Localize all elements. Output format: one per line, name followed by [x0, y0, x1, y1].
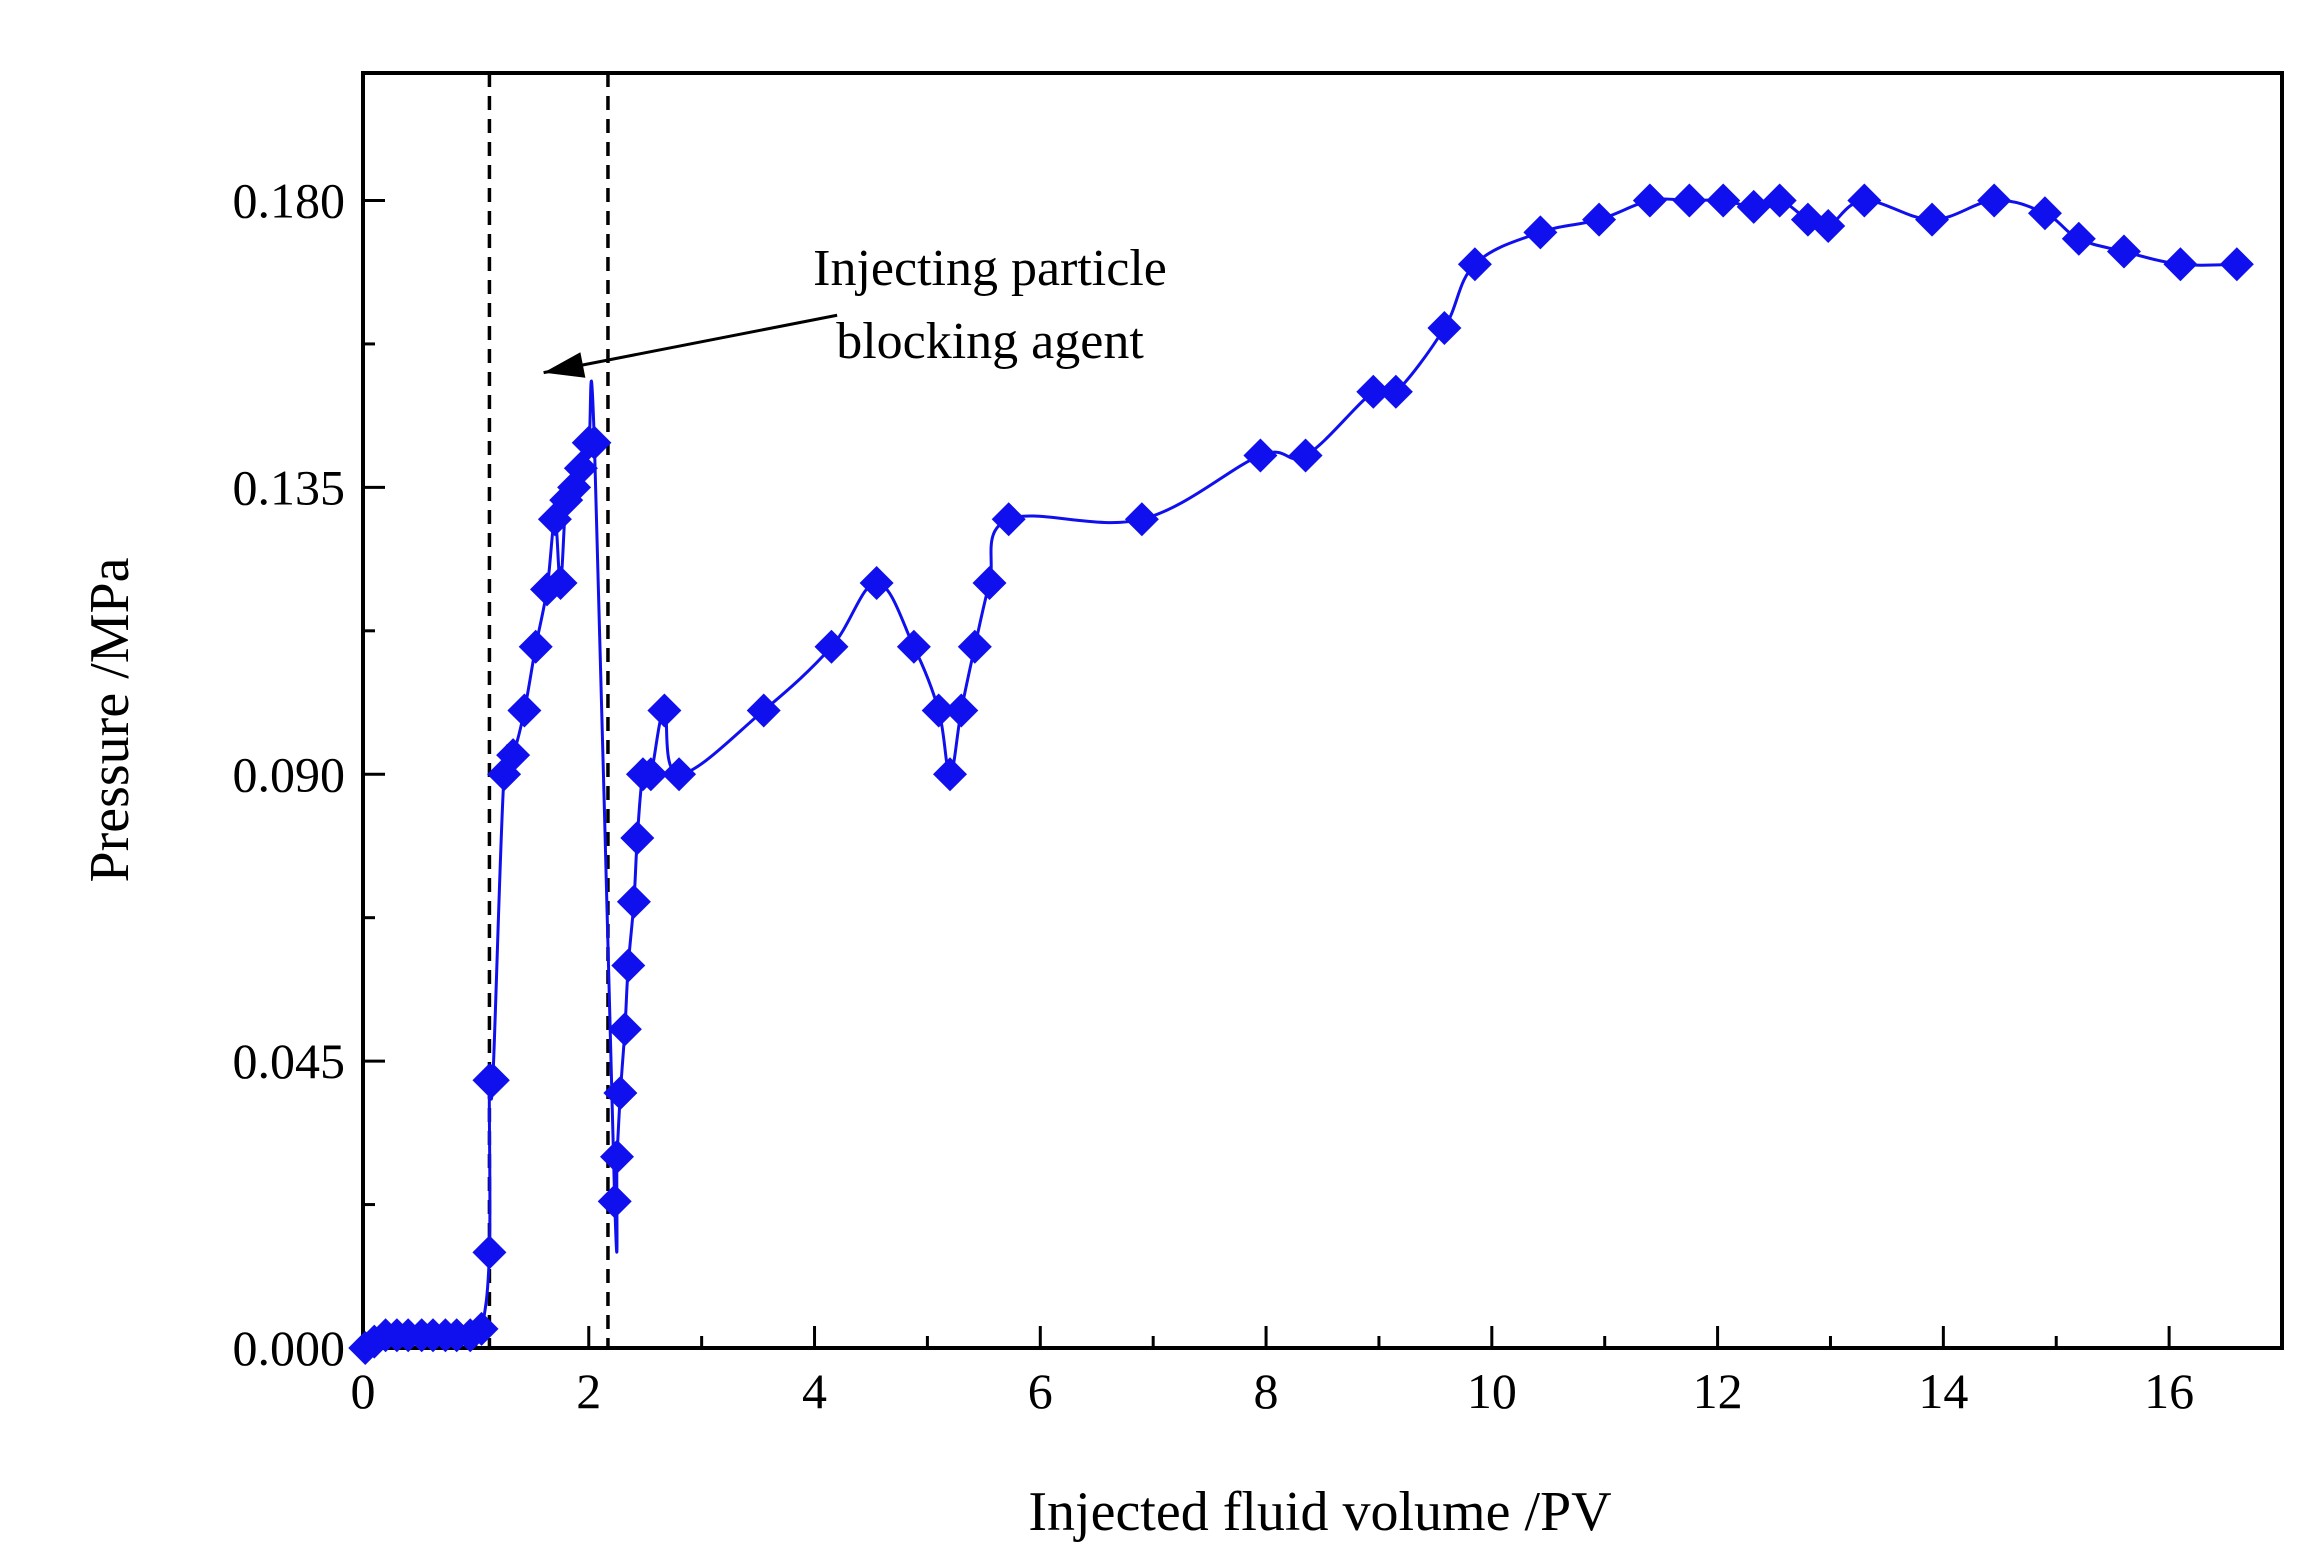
- data-point: [647, 693, 682, 728]
- data-point: [2219, 247, 2254, 282]
- plot-frame: [361, 71, 2284, 1350]
- data-point: [616, 884, 651, 919]
- data-point: [944, 693, 979, 728]
- y-tick-label: 0.090: [233, 746, 346, 802]
- data-point: [577, 425, 612, 460]
- data-point: [563, 451, 598, 486]
- data-point: [507, 693, 542, 728]
- data-point: [464, 1311, 499, 1346]
- data-point: [1243, 438, 1278, 473]
- data-point: [1811, 209, 1846, 243]
- x-tick-label: 10: [1467, 1363, 1517, 1419]
- data-point: [1457, 247, 1492, 282]
- data-point: [2027, 196, 2062, 231]
- data-point: [1706, 183, 1741, 218]
- data-point: [543, 566, 578, 600]
- data-point: [518, 629, 553, 664]
- data-point: [972, 566, 1007, 600]
- data-point: [472, 1235, 507, 1270]
- data-point: [1523, 215, 1558, 250]
- data-point: [814, 629, 849, 664]
- data-point: [633, 757, 668, 792]
- data-point: [496, 738, 531, 773]
- data-point: [599, 1139, 634, 1174]
- y-axis-title: Pressure /MPa: [79, 557, 141, 882]
- x-tick-label: 6: [1028, 1363, 1053, 1419]
- data-point: [1582, 202, 1617, 237]
- y-tick-label: 0.135: [233, 459, 346, 515]
- data-point: [603, 1076, 638, 1110]
- x-tick-label: 4: [802, 1363, 827, 1419]
- annotation-arrow-head: [543, 352, 586, 378]
- data-point: [1427, 311, 1462, 345]
- data-point: [597, 1184, 632, 1219]
- axes: 0 2 4 6 8 10 12 14 16 0.000 0.045 0.090 0.135 0.180: [233, 71, 2284, 1419]
- data-point: [1378, 374, 1413, 409]
- annotation-line-2: blocking agent: [836, 313, 1144, 370]
- data-point: [2061, 221, 2096, 256]
- data-point: [1762, 183, 1797, 218]
- y-tick-label: 0.000: [233, 1320, 346, 1376]
- reference-lines: [487, 73, 610, 1348]
- x-tick-label: 14: [1918, 1363, 1968, 1419]
- data-point: [991, 502, 1026, 537]
- data-point: [475, 1063, 510, 1098]
- data-point: [1288, 438, 1323, 473]
- x-tick-label: 8: [1254, 1363, 1279, 1419]
- data-point: [2163, 247, 2198, 282]
- x-tick-label: 2: [576, 1363, 601, 1419]
- data-point: [1672, 183, 1707, 218]
- data-point: [1356, 374, 1391, 409]
- series-layer: [348, 183, 2254, 1365]
- data-point: [620, 821, 655, 855]
- x-tick-label: 12: [1693, 1363, 1743, 1419]
- data-point: [746, 693, 781, 728]
- data-point: [1632, 183, 1667, 218]
- data-point: [662, 757, 697, 792]
- x-axis-title: Injected fluid volume /PV: [1028, 1481, 1611, 1543]
- data-point: [1847, 183, 1882, 218]
- data-point: [487, 757, 522, 792]
- data-point: [921, 693, 956, 728]
- data-point: [1915, 202, 1950, 237]
- x-tick-label: 0: [351, 1363, 376, 1419]
- annotation-arrow-line: [543, 313, 838, 375]
- data-point: [2106, 234, 2141, 269]
- annotation-line-1: Injecting particle: [813, 240, 1167, 297]
- x-tick-label: 16: [2144, 1363, 2194, 1419]
- data-point: [859, 566, 894, 600]
- y-tick-label: 0.180: [233, 173, 346, 229]
- data-point: [896, 629, 931, 664]
- data-point: [932, 757, 967, 792]
- y-tick-label: 0.045: [233, 1033, 346, 1089]
- data-point: [611, 948, 646, 983]
- data-point: [957, 629, 992, 664]
- annotation: Injecting particle blocking agent: [543, 240, 1167, 378]
- data-point: [1977, 183, 2012, 218]
- data-point: [1736, 189, 1771, 224]
- data-point: [1124, 502, 1159, 537]
- data-point: [607, 1012, 642, 1047]
